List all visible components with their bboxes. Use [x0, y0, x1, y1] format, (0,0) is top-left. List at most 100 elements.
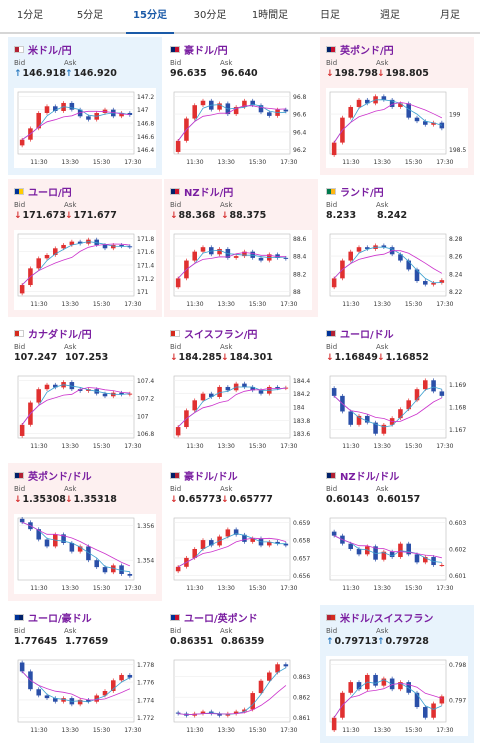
tab-7[interactable]: 月足: [440, 10, 460, 21]
rate-card[interactable]: ユーロ/豪ドル Bid Ask 1.77645 1.77659 1.778 1.7…: [8, 605, 162, 743]
candle-body: [175, 278, 181, 288]
candle-body: [53, 698, 58, 702]
candle-body: [127, 112, 133, 115]
tab-1[interactable]: 5分足: [76, 10, 104, 21]
price-chart[interactable]: 1.778 1.776 1.774 1.772 11:30 13:30 15:30 17:30: [14, 656, 156, 736]
x-tick-label: 15:30: [405, 727, 422, 734]
candle-body: [275, 664, 280, 673]
pair-title[interactable]: 豪ドル/円: [170, 42, 312, 57]
bid-price: 1.77645: [14, 636, 58, 647]
y-tick-label: 147.2: [137, 94, 154, 101]
rate-card[interactable]: 英ポンド/ドル Bid Ask ↓1.35308 ↓1.35318 1.356 1…: [8, 463, 162, 601]
arrow-down-icon: ↓: [377, 353, 385, 363]
rate-card[interactable]: スイスフラン/円 Bid Ask ↓184.285 ↓184.301 184.4…: [164, 321, 318, 459]
price-chart[interactable]: 0.863 0.862 0.861 11:30 13:30 15:30 17:30: [170, 656, 312, 736]
pair-title[interactable]: 米ドル/円: [14, 42, 156, 57]
candle-body: [119, 112, 124, 117]
rate-card[interactable]: ユーロ/英ポンド Bid Ask 0.86351 0.86359 0.863 0.…: [164, 605, 318, 743]
ma-fast-line: [177, 533, 286, 568]
rate-card[interactable]: 米ドル/スイスフラン Bid Ask ↑0.79713 ↑0.79728 0.7…: [320, 605, 474, 743]
tab-0[interactable]: 1分足: [16, 10, 44, 21]
ma-fast-line: [177, 103, 286, 142]
candle-body: [365, 546, 370, 555]
candle-body: [365, 415, 370, 423]
rate-card[interactable]: ユーロ/ドル Bid Ask ↓1.16849 ↓1.16852 1.169 1.…: [320, 321, 474, 459]
candle-body: [250, 251, 255, 258]
pair-title[interactable]: ユーロ/豪ドル: [14, 610, 156, 625]
rate-card[interactable]: カナダドル/円 Bid Ask 107.247 107.253 107.4 107…: [8, 321, 162, 459]
pair-title[interactable]: ランド/円: [326, 184, 468, 199]
arrow-down-icon: ↓: [221, 211, 229, 221]
pair-title[interactable]: 英ポンド/円: [326, 42, 468, 57]
rate-card[interactable]: NZドル/円 Bid Ask ↓88.368 ↓88.375 88.6 88.4 8…: [164, 179, 318, 317]
candle-body: [69, 542, 75, 552]
price-chart[interactable]: 0.798 0.797 11:30 13:30 15:30 17:30: [326, 656, 468, 736]
price-chart[interactable]: 199 198.5 11:30 13:30 15:30 17:30: [326, 88, 468, 168]
rate-card[interactable]: 英ポンド/円 Bid Ask ↓198.798 ↓198.805 199 198.…: [320, 37, 474, 175]
candle-body: [233, 529, 239, 535]
price-chart[interactable]: 1.169 1.168 1.167 11:30 13:30 15:30 17:30: [326, 372, 468, 452]
ask-price: 107.253: [65, 352, 109, 363]
tab-3[interactable]: 30分足: [193, 10, 227, 21]
pair-title[interactable]: スイスフラン/円: [170, 326, 312, 341]
pair-title[interactable]: カナダドル/円: [14, 326, 156, 341]
rate-card[interactable]: 豪ドル/円 Bid Ask 96.635 96.640 96.8 96.6 96.4…: [164, 37, 318, 175]
rate-card[interactable]: ランド/円 Bid Ask 8.233 8.242 8.28 8.26 8.24 8.…: [320, 179, 474, 317]
pair-title[interactable]: ユーロ/ドル: [326, 326, 468, 341]
us-flag-icon: [14, 45, 24, 53]
price-chart[interactable]: 184.4 184.2 184 183.8 183.6 11:30 13:30 15:30 17…: [170, 372, 312, 452]
ma-fast-line: [21, 241, 130, 286]
pair-name: 豪ドル/ドル: [184, 471, 238, 483]
rate-card[interactable]: NZドル/ドル Bid Ask 0.60143 0.60157 0.603 0.6…: [320, 463, 474, 601]
candle-body: [217, 713, 222, 716]
price-chart[interactable]: 8.28 8.26 8.24 8.22 11:30 13:30 15:30 17:30: [326, 230, 468, 310]
x-tick-label: 13:30: [62, 443, 79, 450]
price-chart[interactable]: 171.8 171.6 171.4 171.2 171 11:30 13:30 15:30 17…: [14, 230, 156, 310]
price-chart[interactable]: 147.2 147 146.8 146.6 146.4 11:30 13:30 15:30 17…: [14, 88, 156, 168]
bid-price: ↓88.368: [170, 210, 216, 221]
x-tick-label: 13:30: [62, 585, 79, 592]
price-chart[interactable]: 88.6 88.4 88.2 88 11:30 13:30 15:30 17:30: [170, 230, 312, 310]
candle-body: [431, 380, 436, 392]
candle-body: [423, 707, 428, 718]
y-tick-label: 0.603: [449, 520, 466, 527]
pair-title[interactable]: ユーロ/英ポンド: [170, 610, 312, 625]
pair-title[interactable]: NZドル/ドル: [326, 468, 468, 483]
price-chart[interactable]: 96.8 96.6 96.4 96.2 11:30 13:30 15:30 17:30: [170, 88, 312, 168]
y-tick-label: 146.8: [137, 121, 154, 128]
candle-body: [225, 529, 231, 537]
candle-body: [275, 541, 280, 544]
x-tick-label: 17:30: [280, 159, 297, 166]
pair-name: NZドル/ドル: [340, 471, 400, 483]
price-chart[interactable]: 1.356 1.354 11:30 13:30 15:30 17:30: [14, 514, 156, 594]
x-tick-label: 17:30: [124, 443, 141, 450]
y-tick-label: 0.658: [293, 538, 310, 545]
pair-title[interactable]: ユーロ/円: [14, 184, 156, 199]
nz-us-flag-icon: [326, 471, 336, 479]
candle-body: [373, 674, 378, 686]
pair-title[interactable]: NZドル/円: [170, 184, 312, 199]
tab-4[interactable]: 1時間足: [251, 10, 289, 21]
rate-card[interactable]: 豪ドル/ドル Bid Ask ↓0.65773 ↓0.65777 0.659 0.…: [164, 463, 318, 601]
candle-body: [77, 109, 83, 117]
y-tick-label: 0.863: [293, 674, 310, 681]
candle-body: [283, 664, 289, 667]
price-chart[interactable]: 107.4 107.2 107 106.8 11:30 13:30 15:30 17:30: [14, 372, 156, 452]
ma-fast-line: [333, 99, 443, 143]
pair-title[interactable]: 豪ドル/ドル: [170, 468, 312, 483]
arrow-down-icon: ↓: [221, 353, 229, 363]
tab-6[interactable]: 週足: [380, 10, 400, 21]
candle-body: [398, 103, 403, 107]
ask-label: Ask: [64, 59, 77, 67]
pair-title[interactable]: 米ドル/スイスフラン: [326, 610, 468, 625]
rate-card[interactable]: 米ドル/円 Bid Ask ↑146.918 ↑146.920 147.2 147…: [8, 37, 162, 175]
pair-title[interactable]: 英ポンド/ドル: [14, 468, 156, 483]
price-chart[interactable]: 0.603 0.602 0.601 11:30 13:30 15:30 17:30: [326, 514, 468, 594]
price-chart[interactable]: 0.659 0.658 0.657 0.656 11:30 13:30 15:30 17:30: [170, 514, 312, 594]
candle-body: [102, 244, 108, 249]
tab-2[interactable]: 15分足: [120, 0, 180, 34]
ma-fast-line: [333, 246, 442, 284]
candle-body: [44, 254, 50, 259]
rate-card[interactable]: ユーロ/円 Bid Ask ↓171.673 ↓171.677 171.8 171…: [8, 179, 162, 317]
tab-5[interactable]: 日足: [320, 10, 340, 21]
